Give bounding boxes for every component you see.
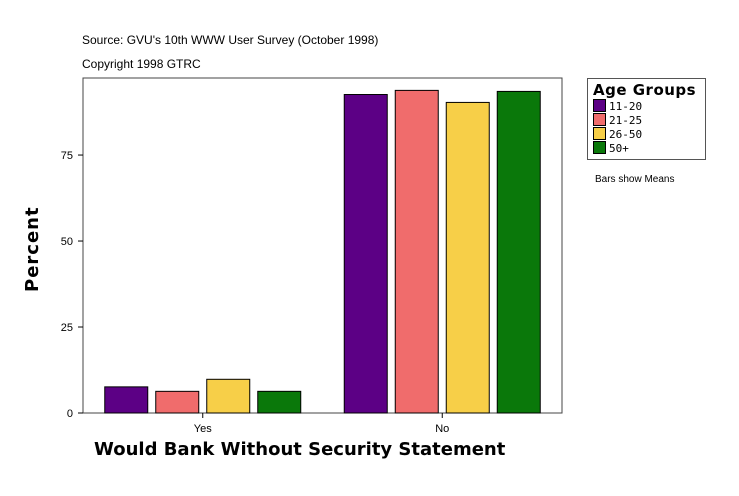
bar-yes-21-25 bbox=[155, 390, 200, 414]
legend-label: 50+ bbox=[609, 142, 629, 155]
y-tick-label: 50 bbox=[61, 236, 73, 248]
bar-yes-50+ bbox=[257, 390, 302, 414]
plot-frame bbox=[82, 77, 563, 414]
y-tick-label: 75 bbox=[61, 150, 73, 162]
bar-no-11-20 bbox=[343, 94, 388, 414]
legend-swatch bbox=[593, 141, 606, 154]
copyright-text: Copyright 1998 GTRC bbox=[82, 57, 201, 71]
legend-swatch bbox=[593, 99, 606, 112]
legend-label: 11-20 bbox=[609, 100, 643, 113]
legend: Age Groups 11-20 21-25 26-50 50+ bbox=[587, 78, 706, 160]
legend-item: 21-25 bbox=[593, 113, 642, 127]
x-tick-label: No bbox=[435, 423, 449, 435]
legend-item: 26-50 bbox=[593, 127, 642, 141]
bar-yes-11-20 bbox=[104, 386, 149, 414]
legend-label: 26-50 bbox=[609, 128, 643, 141]
y-tick-label: 0 bbox=[67, 408, 73, 420]
bar-no-26-50 bbox=[445, 101, 490, 414]
legend-swatch bbox=[593, 113, 606, 126]
legend-title: Age Groups bbox=[593, 81, 697, 99]
legend-label: 21-25 bbox=[609, 114, 643, 127]
legend-item: 50+ bbox=[593, 141, 629, 155]
x-axis-label: Would Bank Without Security Statement bbox=[94, 439, 506, 460]
source-text: Source: GVU's 10th WWW User Survey (Octo… bbox=[82, 33, 379, 47]
y-tick-label: 25 bbox=[61, 322, 73, 334]
bar-no-50+ bbox=[496, 90, 541, 414]
bar-no-21-25 bbox=[394, 89, 439, 414]
bar-yes-26-50 bbox=[206, 378, 251, 414]
y-axis-label: Percent bbox=[22, 206, 43, 292]
x-tick-label: Yes bbox=[194, 423, 212, 435]
legend-swatch bbox=[593, 127, 606, 140]
legend-item: 11-20 bbox=[593, 99, 642, 113]
bars-note: Bars show Means bbox=[595, 174, 675, 185]
